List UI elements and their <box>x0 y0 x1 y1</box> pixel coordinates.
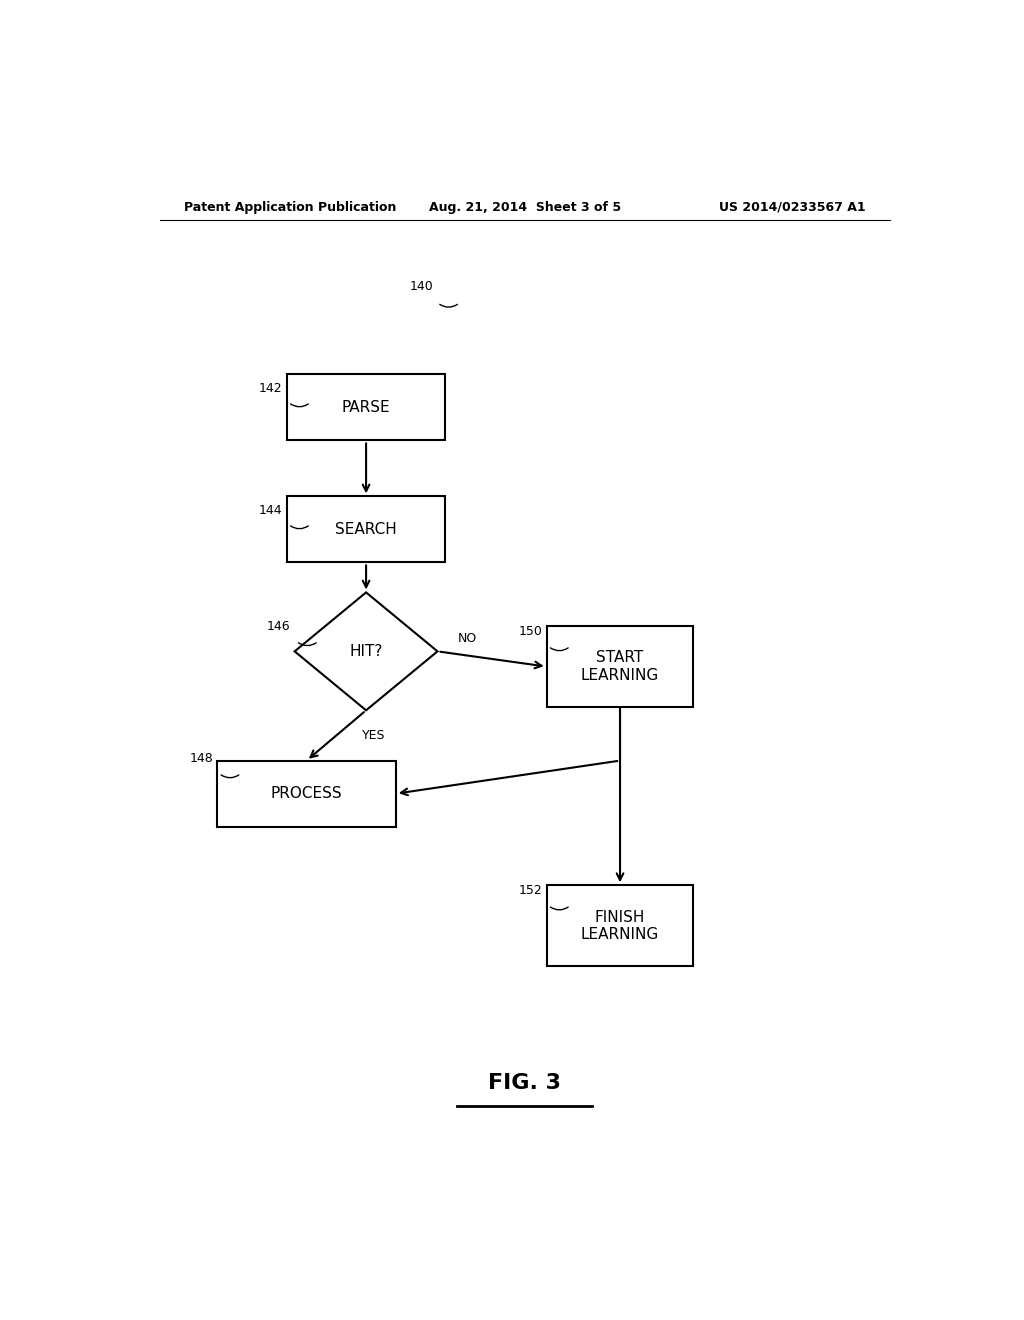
Text: Aug. 21, 2014  Sheet 3 of 5: Aug. 21, 2014 Sheet 3 of 5 <box>429 201 621 214</box>
Text: 146: 146 <box>267 620 291 634</box>
FancyBboxPatch shape <box>217 760 396 826</box>
FancyBboxPatch shape <box>287 375 445 441</box>
Text: START
LEARNING: START LEARNING <box>581 651 659 682</box>
Text: SEARCH: SEARCH <box>335 521 397 537</box>
Text: 142: 142 <box>259 383 283 395</box>
Text: NO: NO <box>458 632 476 644</box>
Text: FIG. 3: FIG. 3 <box>488 1073 561 1093</box>
Text: PROCESS: PROCESS <box>270 787 342 801</box>
Text: PARSE: PARSE <box>342 400 390 414</box>
Text: US 2014/0233567 A1: US 2014/0233567 A1 <box>720 201 866 214</box>
Text: Patent Application Publication: Patent Application Publication <box>183 201 396 214</box>
FancyBboxPatch shape <box>287 496 445 562</box>
Text: YES: YES <box>362 729 386 742</box>
FancyBboxPatch shape <box>547 886 693 966</box>
Text: 140: 140 <box>410 280 433 293</box>
Text: 148: 148 <box>189 752 213 766</box>
FancyBboxPatch shape <box>547 626 693 708</box>
Text: 152: 152 <box>519 884 543 898</box>
Text: HIT?: HIT? <box>349 644 383 659</box>
Polygon shape <box>295 593 437 710</box>
Text: 144: 144 <box>259 504 283 517</box>
Text: FINISH
LEARNING: FINISH LEARNING <box>581 909 659 942</box>
Text: 150: 150 <box>519 626 543 638</box>
